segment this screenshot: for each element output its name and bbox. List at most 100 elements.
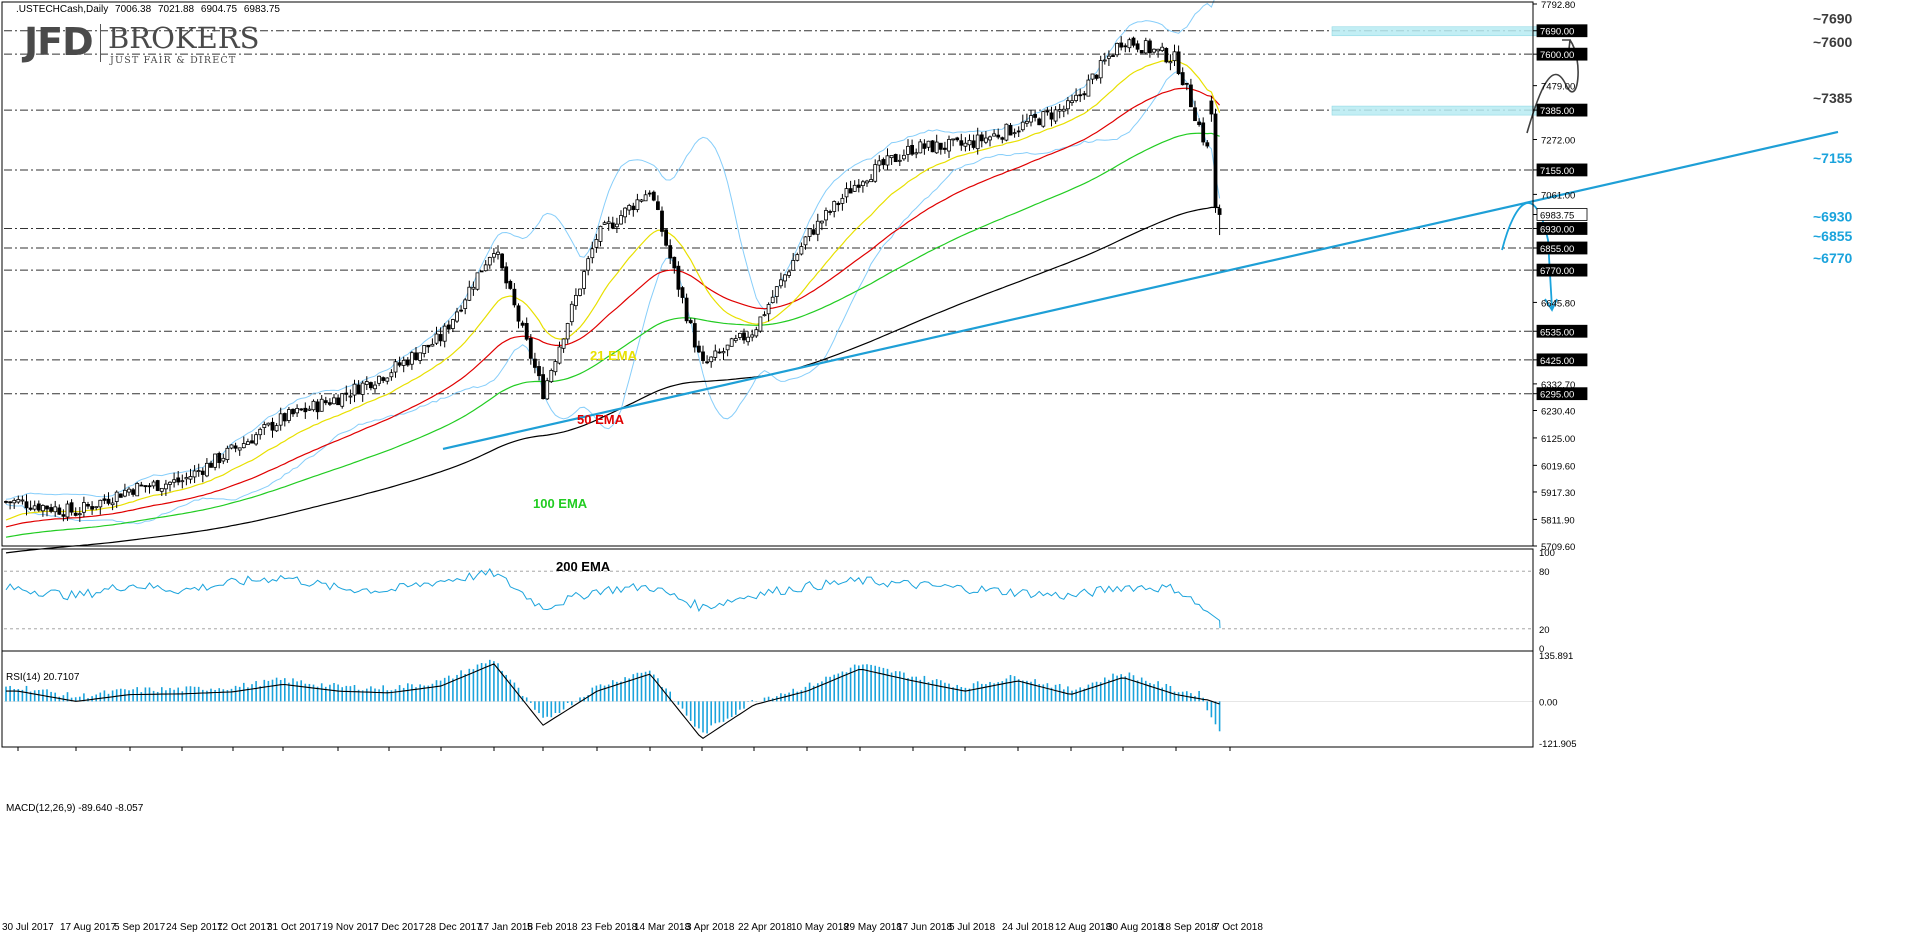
- candle-body-bullish: [213, 453, 218, 468]
- candle: [815, 213, 820, 242]
- candle-body-bullish: [791, 260, 796, 271]
- candle: [188, 468, 193, 484]
- candle: [131, 487, 136, 497]
- rsi-line: [5, 568, 1221, 629]
- candle: [262, 421, 267, 435]
- price-tick-label: 6125.00: [1541, 434, 1575, 445]
- candle: [1029, 110, 1033, 127]
- candle: [422, 345, 427, 358]
- level-label: ~7385: [1813, 90, 1853, 106]
- candle-body-bullish: [1090, 73, 1095, 80]
- candle: [606, 216, 611, 231]
- candle-body-bullish: [549, 369, 554, 383]
- candle-body-bearish: [49, 507, 53, 512]
- candle: [278, 407, 283, 431]
- candle: [561, 338, 566, 353]
- candle: [327, 398, 332, 407]
- candle-body-bullish: [364, 381, 369, 385]
- candle-body-bullish: [151, 481, 156, 487]
- candle: [463, 298, 468, 315]
- price-tag-box: [1536, 103, 1588, 117]
- candle-body-bullish: [196, 470, 201, 472]
- candle-body-bullish: [889, 155, 894, 159]
- candle-body-bullish: [163, 483, 168, 490]
- price-tag-label: 6855.00: [1540, 244, 1574, 255]
- candle-body-bearish: [139, 484, 144, 487]
- candle-body-bullish: [869, 179, 873, 183]
- candle: [856, 179, 861, 193]
- candle: [869, 174, 873, 183]
- candle-body-bullish: [159, 487, 164, 492]
- candle: [836, 201, 841, 212]
- candle: [1008, 123, 1013, 136]
- candle: [204, 458, 209, 478]
- candle: [450, 318, 455, 333]
- candle: [295, 404, 300, 417]
- candle-body-bullish: [594, 239, 599, 248]
- candle-body-bearish: [1037, 118, 1042, 126]
- candle-body-bearish: [520, 322, 525, 326]
- candle: [446, 320, 451, 334]
- candle-body-bullish: [795, 254, 800, 261]
- candle-body-bearish: [69, 502, 74, 513]
- candle-body-bullish: [988, 136, 992, 141]
- candle-body-bearish: [250, 440, 254, 444]
- date-tick-label: 17 Aug 2017: [60, 922, 117, 933]
- candle: [1082, 90, 1087, 100]
- candle-body-bullish: [229, 444, 234, 449]
- candle: [688, 318, 693, 324]
- candle: [569, 301, 574, 326]
- candle: [1045, 107, 1050, 116]
- candle-body-bullish: [1107, 55, 1111, 59]
- candle: [684, 293, 689, 324]
- candle: [1016, 126, 1021, 137]
- candle-body-bearish: [459, 309, 464, 312]
- price-tag-label: 6425.00: [1540, 356, 1574, 367]
- candle-body-bearish: [541, 374, 545, 400]
- candle: [1135, 40, 1140, 53]
- candle-body-bullish: [598, 225, 603, 242]
- candle-body-bearish: [1209, 100, 1214, 115]
- candle-body-bullish: [1004, 123, 1009, 141]
- bullish-arrowhead: [1562, 39, 1571, 50]
- candle: [401, 356, 406, 373]
- candle-body-bullish: [32, 505, 37, 510]
- candle: [254, 431, 259, 446]
- ema-200-line: [5, 206, 1220, 554]
- candle: [955, 136, 960, 142]
- candle: [844, 182, 849, 203]
- candle: [1164, 47, 1169, 64]
- candle: [541, 366, 545, 400]
- candle-body-bullish: [1168, 61, 1173, 64]
- logo-divider: [100, 24, 101, 62]
- candle: [250, 434, 254, 444]
- level-label: ~7690: [1813, 11, 1853, 27]
- candle: [705, 355, 709, 365]
- candle: [885, 148, 890, 170]
- price-tag-box: [1536, 353, 1588, 367]
- candle: [770, 290, 775, 304]
- candle: [221, 453, 226, 465]
- date-tick-label: 28 Dec 2017: [425, 922, 482, 933]
- candle: [1102, 52, 1107, 65]
- candle: [967, 134, 972, 151]
- candle-body-bearish: [45, 505, 49, 510]
- candle: [951, 138, 955, 147]
- candle-body-bullish: [1053, 109, 1058, 122]
- candle-body-bullish: [1156, 48, 1160, 52]
- candle-body-bullish: [586, 258, 591, 271]
- candle-body-bearish: [910, 145, 914, 155]
- candle-body-bullish: [450, 319, 455, 329]
- date-tick-label: 7 Dec 2017: [373, 922, 425, 933]
- candle-body-bullish: [483, 264, 488, 272]
- candle-body-bearish: [381, 377, 386, 381]
- candle: [233, 442, 238, 453]
- candle-body-bearish: [299, 408, 304, 411]
- candle: [319, 395, 324, 412]
- candle-body-bearish: [504, 266, 509, 284]
- macd-tick-label: 135.891: [1539, 651, 1573, 662]
- candle: [123, 483, 127, 498]
- candle: [163, 479, 168, 496]
- logo-brokers: BROKERS: [108, 21, 260, 55]
